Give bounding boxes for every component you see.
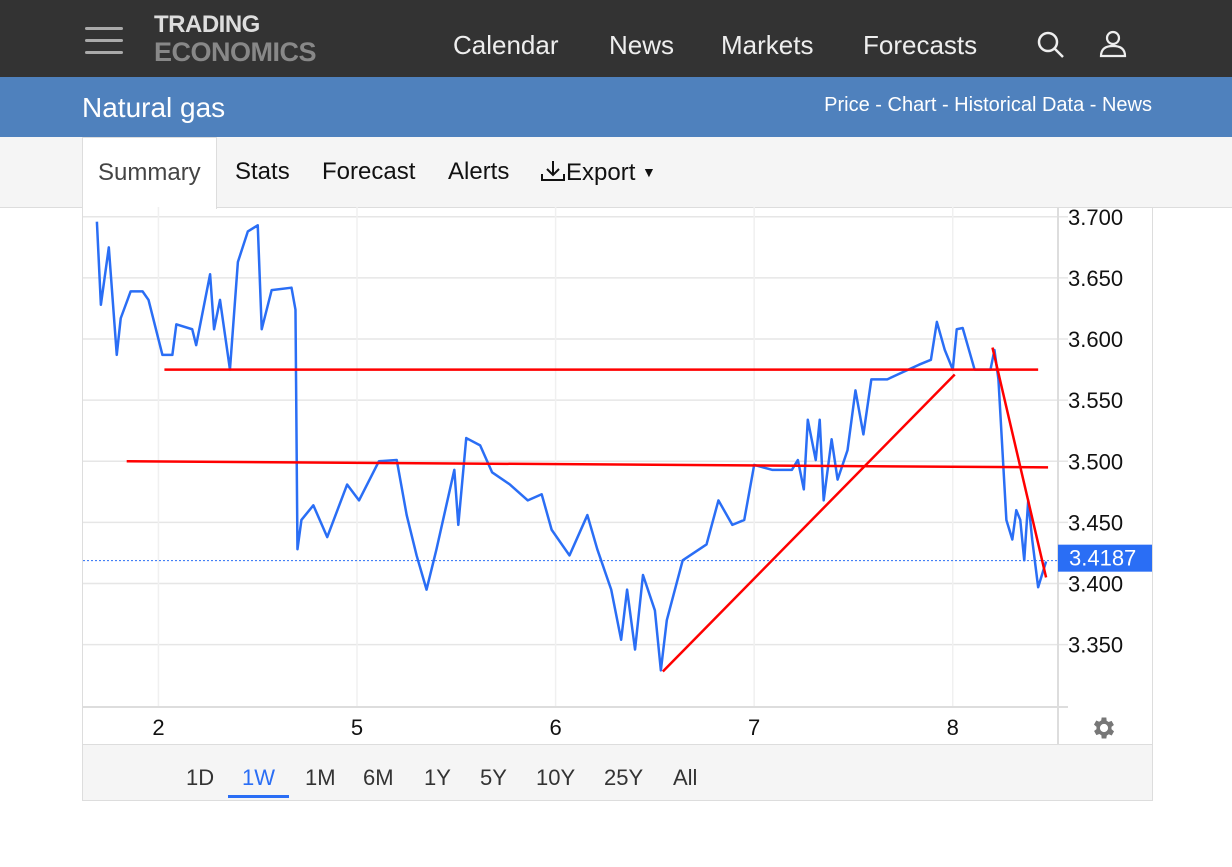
x-tick-label: 2 <box>152 715 164 740</box>
range-6m[interactable]: 6M <box>363 765 394 790</box>
range-1y[interactable]: 1Y <box>424 765 451 790</box>
y-tick-label: 3.700 <box>1068 207 1123 230</box>
range-all[interactable]: All <box>673 765 698 790</box>
range-5y[interactable]: 5Y <box>480 765 507 790</box>
x-tick-label: 7 <box>748 715 760 740</box>
nav-forecasts[interactable]: Forecasts <box>863 30 978 60</box>
range-25y[interactable]: 25Y <box>604 765 644 790</box>
trendline <box>661 373 956 673</box>
range-1d[interactable]: 1D <box>186 765 215 790</box>
logo[interactable]: TRADING ECONOMICS <box>154 11 317 67</box>
x-tick-label: 8 <box>947 715 959 740</box>
page-header: Natural gas Price - Chart - Historical D… <box>0 77 1232 137</box>
nav-news[interactable]: News <box>609 30 675 60</box>
export-dropdown[interactable]: Export ▼ <box>540 137 656 207</box>
top-navbar: TRADING ECONOMICS Calendar News Markets … <box>0 0 1232 77</box>
y-tick-label: 3.400 <box>1068 572 1123 597</box>
download-icon <box>541 161 565 181</box>
last-price-badge <box>1058 544 1152 572</box>
search-icon[interactable] <box>1036 30 1066 60</box>
tab-alerts[interactable]: Alerts <box>448 158 510 185</box>
page-title: Natural gas <box>82 92 226 123</box>
y-tick-label: 3.650 <box>1068 266 1123 291</box>
logo-line1: TRADING <box>154 11 260 38</box>
chart-container: 3.350 3.400 3.450 3.500 3.550 3.600 3.650 3.700… <box>82 205 1153 801</box>
y-tick-label: 3.500 <box>1068 449 1123 474</box>
range-selector: 1D 1W 1M 6M 1Y 5Y 10Y 25Y All <box>83 744 1152 800</box>
y-tick-label: 3.550 <box>1068 388 1123 413</box>
page-links[interactable]: Price - Chart - Historical Data - News <box>824 94 1152 116</box>
nav-markets[interactable]: Markets <box>721 30 814 60</box>
range-10y[interactable]: 10Y <box>536 765 576 790</box>
price-chart[interactable]: 3.350 3.400 3.450 3.500 3.550 3.600 3.650 3.700… <box>83 205 1152 745</box>
last-price-label: 3.4187 <box>1069 546 1136 571</box>
y-tick-label: 3.600 <box>1068 327 1123 352</box>
trendline <box>126 460 1049 469</box>
y-tick-label: 3.350 <box>1068 633 1123 658</box>
tab-summary[interactable]: Summary <box>82 137 217 209</box>
export-label: Export <box>566 159 636 186</box>
range-1w[interactable]: 1W <box>228 765 289 798</box>
tab-bar: Summary Stats Forecast Alerts Export ▼ <box>0 137 1232 209</box>
tab-forecast[interactable]: Forecast <box>322 158 416 185</box>
nav-calendar[interactable]: Calendar <box>453 30 559 60</box>
user-icon[interactable] <box>1098 29 1128 59</box>
gear-icon[interactable] <box>1090 714 1118 742</box>
range-1m[interactable]: 1M <box>305 765 336 790</box>
x-tick-label: 5 <box>351 715 363 740</box>
tab-stats[interactable]: Stats <box>235 158 290 185</box>
x-tick-label: 6 <box>549 715 561 740</box>
menu-icon[interactable] <box>85 27 123 55</box>
logo-line2: ECONOMICS <box>154 37 317 67</box>
trendline <box>991 347 1048 578</box>
caret-down-icon: ▼ <box>642 164 656 180</box>
price-series-line <box>95 221 1048 672</box>
y-tick-label: 3.450 <box>1068 510 1123 535</box>
